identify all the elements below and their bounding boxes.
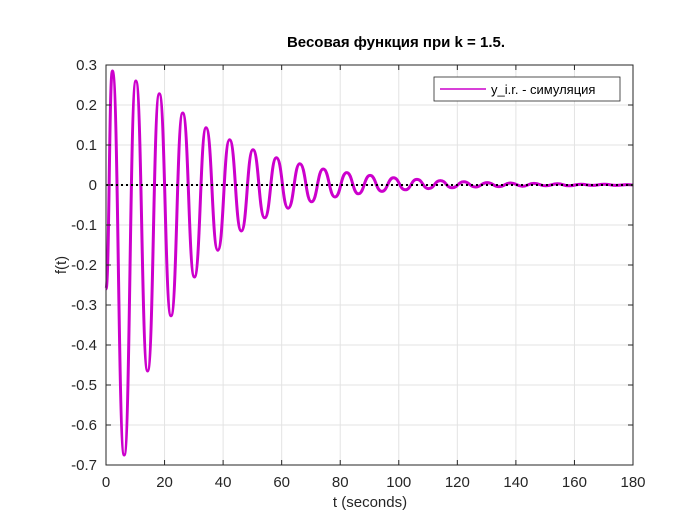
y-axis-label: f(t)	[53, 256, 70, 274]
x-tick-labels: 0 20 40 60 80 100 120 140 160 180	[102, 474, 646, 491]
x-tick-label: 60	[273, 474, 290, 491]
y-tick-label: 0.3	[76, 57, 97, 74]
y-tick-label: -0.7	[71, 457, 97, 474]
series-layer	[104, 69, 634, 457]
y-tick-label: 0	[89, 177, 97, 194]
y-tick-label: -0.5	[71, 377, 97, 394]
chart-title: Весовая функция при k = 1.5.	[287, 34, 505, 51]
x-tick-label: 120	[445, 474, 470, 491]
x-axis-label: t (seconds)	[333, 494, 407, 511]
x-tick-label: 80	[332, 474, 349, 491]
y-tick-label: -0.3	[71, 297, 97, 314]
x-tick-label: 160	[562, 474, 587, 491]
x-tick-label: 20	[156, 474, 173, 491]
y-tick-label: -0.2	[71, 257, 97, 274]
series-impulse-response	[104, 69, 634, 457]
y-tick-label: -0.6	[71, 417, 97, 434]
x-tick-label: 180	[620, 474, 645, 491]
legend: y_i.r. - симуляция	[433, 76, 621, 102]
x-tick-label: 140	[503, 474, 528, 491]
tick-layer	[105, 64, 634, 466]
legend-label: y_i.r. - симуляция	[491, 82, 595, 97]
y-tick-label: 0.2	[76, 97, 97, 114]
y-tick-label: -0.1	[71, 217, 97, 234]
y-tick-label: 0.1	[76, 137, 97, 154]
x-tick-label: 40	[215, 474, 232, 491]
x-tick-label: 100	[386, 474, 411, 491]
x-tick-label: 0	[102, 474, 110, 491]
y-tick-label: -0.4	[71, 337, 97, 354]
y-tick-labels: -0.7 -0.6 -0.5 -0.4 -0.3 -0.2 -0.1 0 0.1 0.2 0.3	[71, 57, 97, 474]
grid-layer	[105, 64, 634, 466]
